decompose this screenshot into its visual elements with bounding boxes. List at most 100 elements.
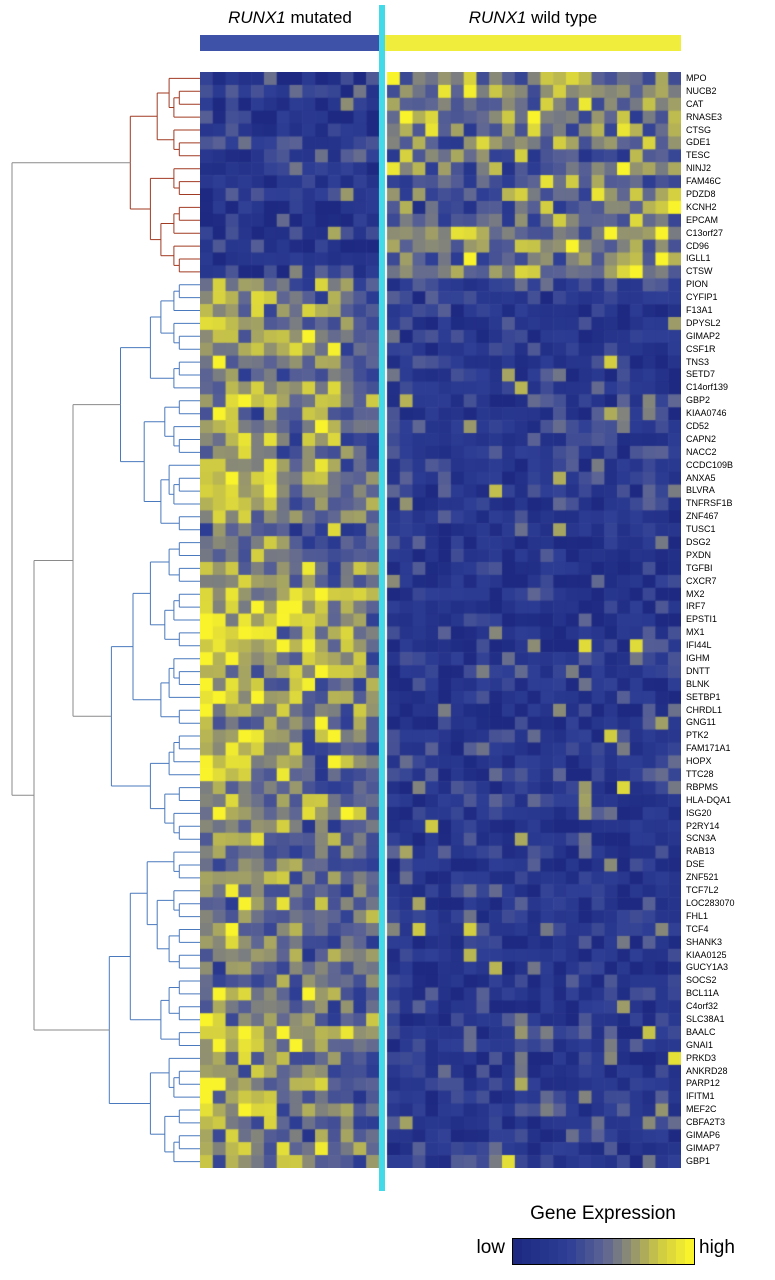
gene-label: PARP12 — [686, 1078, 720, 1089]
gene-label: GDE1 — [686, 137, 711, 148]
gene-label: BCL11A — [686, 988, 719, 999]
legend-colorbar-step — [684, 1239, 694, 1264]
group-title-wildtype-suffix: wild type — [526, 8, 598, 27]
gene-label: CAPN2 — [686, 433, 717, 444]
gene-label: SETD7 — [686, 369, 716, 380]
legend-colorbar-step — [567, 1239, 577, 1264]
gene-label: TNS3 — [686, 356, 710, 367]
group-bar-wildtype — [385, 35, 681, 51]
gene-label: CTSW — [686, 266, 713, 277]
gene-label: HOPX — [686, 756, 712, 767]
gene-label: ZNF467 — [686, 511, 719, 522]
gene-label: GIMAP7 — [686, 1142, 721, 1153]
gene-label: PION — [686, 279, 709, 290]
gene-label: ISG20 — [686, 807, 712, 818]
gene-label: SOCS2 — [686, 975, 717, 986]
gene-label: GIMAP2 — [686, 330, 721, 341]
gene-label: MPO — [686, 72, 707, 83]
legend-colorbar-step — [639, 1239, 649, 1264]
gene-label: SLC38A1 — [686, 1013, 725, 1024]
legend-colorbar-step — [576, 1239, 586, 1264]
gene-label: CD52 — [686, 420, 710, 431]
gene-label: CAT — [686, 98, 704, 109]
gene-label: GBP1 — [686, 1155, 711, 1166]
gene-label: MX2 — [686, 588, 705, 599]
gene-label: EPSTI1 — [686, 614, 718, 625]
gene-label: ANXA5 — [686, 472, 716, 483]
gene-label: HLA-DQA1 — [686, 794, 732, 805]
gene-label: GBP2 — [686, 395, 711, 406]
legend-colorbar-step — [549, 1239, 559, 1264]
gene-labels: MPO NUCB2 CAT RNASE3 CTSG GDE1 TESC NINJ2 FAM46C… — [686, 72, 775, 1168]
gene-label: CYFIP1 — [686, 292, 718, 303]
gene-label: RBPMS — [686, 781, 719, 792]
gene-label: CBFA2T3 — [686, 1117, 726, 1128]
gene-label: PRKD3 — [686, 1052, 717, 1063]
dendrogram-svg — [11, 77, 200, 1163]
gene-label: TNFRSF1B — [686, 498, 733, 509]
gene-label: F13A1 — [686, 304, 713, 315]
gene-label: TGFBI — [686, 562, 713, 573]
gene-label: SETBP1 — [686, 691, 721, 702]
gene-label: FHL1 — [686, 910, 709, 921]
gene-label: CXCR7 — [686, 575, 717, 586]
gene-label: NINJ2 — [686, 163, 712, 174]
legend-colorbar-step — [594, 1239, 604, 1264]
group-title-mutated-suffix: mutated — [285, 8, 352, 27]
legend-colorbar-step — [657, 1239, 667, 1264]
gene-label: IGHM — [686, 653, 710, 664]
gene-label: RNASE3 — [686, 111, 723, 122]
gene-symbol-wildtype: RUNX1 — [468, 8, 527, 27]
gene-label: IRF7 — [686, 601, 706, 612]
gene-label: C14orf139 — [686, 382, 729, 393]
gene-label: C4orf32 — [686, 1001, 719, 1012]
gene-label: TESC — [686, 150, 711, 161]
gene-label: NACC2 — [686, 446, 717, 457]
gene-label: CHRDL1 — [686, 704, 723, 715]
legend-high-label: high — [699, 1237, 735, 1258]
legend-colorbar-step — [675, 1239, 685, 1264]
legend-colorbar-step — [522, 1239, 532, 1264]
legend-colorbar-step — [666, 1239, 676, 1264]
gene-label: MEF2C — [686, 1104, 717, 1115]
gene-label: KIAA0746 — [686, 408, 727, 419]
gene-label: DPYSL2 — [686, 317, 721, 328]
legend-colorbar — [512, 1238, 695, 1265]
gene-label: LOC283070 — [686, 897, 735, 908]
gene-label: RAB13 — [686, 846, 715, 857]
heatmap-canvas — [200, 72, 681, 1168]
legend-colorbar-step — [621, 1239, 631, 1264]
legend-colorbar-step — [603, 1239, 613, 1264]
gene-label: GNAI1 — [686, 1039, 714, 1050]
legend-colorbar-step — [648, 1239, 658, 1264]
gene-label: FAM171A1 — [686, 743, 731, 754]
gene-label: FAM46C — [686, 176, 722, 187]
gene-label: IFITM1 — [686, 1091, 715, 1102]
gene-label: ZNF521 — [686, 872, 719, 883]
group-divider-line — [379, 5, 385, 1191]
gene-label: DNTT — [686, 665, 710, 676]
gene-label: SCN3A — [686, 833, 717, 844]
gene-label: GUCY1A3 — [686, 962, 729, 973]
gene-label: KCNH2 — [686, 201, 717, 212]
gene-label: GIMAP6 — [686, 1129, 721, 1140]
legend-colorbar-step — [558, 1239, 568, 1264]
gene-label: DSE — [686, 859, 705, 870]
legend-colorbar-step — [531, 1239, 541, 1264]
gene-label: EPCAM — [686, 214, 719, 225]
group-bar-mutated — [200, 35, 379, 51]
gene-label: ANKRD28 — [686, 1065, 728, 1076]
gene-label: PTK2 — [686, 730, 709, 741]
gene-label: CSF1R — [686, 343, 716, 354]
legend-colorbar-step — [540, 1239, 550, 1264]
legend-colorbar-step — [630, 1239, 640, 1264]
gene-label: TCF4 — [686, 923, 709, 934]
gene-label: MX1 — [686, 627, 705, 638]
gene-label: SHANK3 — [686, 936, 723, 947]
gene-label: KIAA0125 — [686, 949, 727, 960]
group-title-mutated: RUNX1 mutated — [197, 8, 383, 32]
legend-title: Gene Expression — [530, 1203, 676, 1224]
gene-label: PDZD8 — [686, 188, 716, 199]
legend-low-label: low — [476, 1237, 505, 1258]
